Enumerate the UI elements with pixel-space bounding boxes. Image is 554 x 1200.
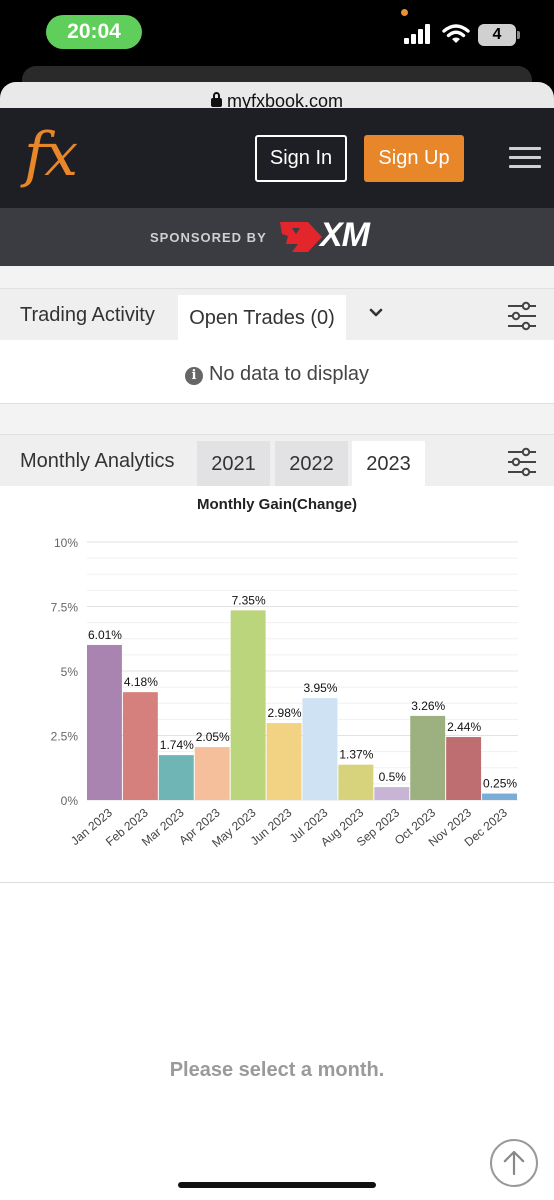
bar-dec-2023	[482, 793, 517, 800]
bar-mar-2023	[158, 755, 194, 800]
data-label: 1.37%	[339, 748, 373, 762]
url-text: myfxbook.com	[226, 91, 344, 111]
y-tick-label: 5%	[61, 665, 79, 679]
cellular-signal-icon	[404, 24, 432, 44]
trading-activity-bar: Trading Activity Open Trades (0)	[0, 288, 554, 341]
monthly-analytics-bar: Monthly Analytics 2021 2022 2023	[0, 434, 554, 487]
site-logo[interactable]: fx	[24, 120, 78, 190]
status-bar: 20:04 4	[0, 0, 554, 64]
bar-sep-2023	[374, 787, 410, 800]
tab-year-2022[interactable]: 2022	[275, 441, 348, 487]
bar-jan-2023	[87, 644, 122, 800]
data-label: 2.98%	[268, 706, 302, 720]
bar-feb-2023	[122, 692, 158, 800]
data-label: 0.25%	[483, 777, 517, 791]
data-label: 2.44%	[447, 720, 481, 734]
data-label: 0.5%	[379, 770, 407, 784]
bar-apr-2023	[194, 747, 230, 800]
tab-year-2021[interactable]: 2021	[197, 441, 270, 487]
lock-icon	[210, 92, 222, 107]
filter-settings-icon[interactable]	[507, 301, 537, 331]
privacy-indicator-dot	[401, 9, 408, 16]
bar-oct-2023	[410, 715, 446, 800]
data-label: 6.01%	[88, 628, 122, 642]
filter-settings-icon[interactable]	[507, 447, 537, 477]
scroll-to-top-button[interactable]	[490, 1139, 538, 1187]
wifi-icon	[442, 24, 470, 43]
site-header: fx Sign In Sign Up	[0, 108, 554, 208]
clock: 20:04	[46, 15, 142, 49]
y-tick-label: 2.5%	[51, 730, 79, 744]
data-label: 4.18%	[124, 675, 158, 689]
y-tick-label: 0%	[61, 794, 79, 808]
bar-jun-2023	[266, 723, 302, 800]
data-label: 2.05%	[196, 730, 230, 744]
chart-title: Monthly Gain(Change)	[197, 496, 357, 513]
sign-up-button[interactable]: Sign Up	[364, 135, 464, 182]
menu-icon[interactable]	[509, 147, 541, 169]
bar-jul-2023	[302, 698, 338, 800]
y-tick-label: 10%	[54, 536, 78, 550]
section-gap	[0, 404, 554, 434]
bar-aug-2023	[338, 764, 374, 800]
select-month-message: Please select a month.	[169, 1059, 385, 1081]
battery-icon: 4	[478, 24, 520, 46]
no-data-text: No data to display	[208, 363, 370, 385]
bar-nov-2023	[446, 737, 482, 800]
address-bar[interactable]: myfxbook.com	[0, 82, 554, 111]
sign-in-button[interactable]: Sign In	[255, 135, 347, 182]
info-icon: i	[184, 367, 203, 385]
monthly-analytics-title: Monthly Analytics	[20, 450, 175, 472]
no-data-message: i No data to display	[0, 340, 554, 404]
tab-open-trades[interactable]: Open Trades (0)	[178, 295, 346, 341]
sponsor-label: SPONSORED BY	[150, 230, 267, 245]
home-indicator[interactable]	[178, 1182, 376, 1188]
data-label: 7.35%	[232, 593, 266, 607]
monthly-gain-chart: Monthly Gain(Change) 0% 2.5% 5% 7.5% 10% 6.01…	[0, 486, 554, 880]
data-label: 1.74%	[160, 738, 194, 752]
chevron-down-icon[interactable]	[366, 303, 386, 323]
trading-activity-title: Trading Activity	[20, 304, 155, 326]
month-detail-panel: Please select a month.	[0, 882, 554, 1200]
tab-year-2023[interactable]: 2023	[352, 441, 425, 487]
y-tick-label: 7.5%	[51, 601, 79, 615]
section-gap	[0, 266, 554, 288]
sponsor-banner[interactable]: SPONSORED BY	[0, 208, 554, 266]
sponsor-brand: XM	[320, 216, 370, 254]
data-label: 3.95%	[303, 681, 337, 695]
bar-may-2023	[230, 610, 266, 800]
data-label: 3.26%	[411, 699, 445, 713]
xm-logo-icon	[280, 222, 322, 252]
